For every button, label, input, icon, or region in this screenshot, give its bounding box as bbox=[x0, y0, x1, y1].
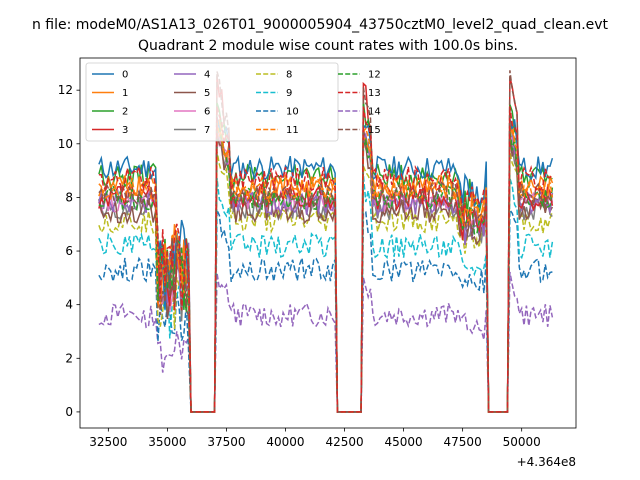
legend-label-0: 0 bbox=[122, 70, 128, 81]
legend-box bbox=[85, 62, 339, 142]
legend-label-12: 12 bbox=[368, 70, 381, 81]
legend-label-1: 1 bbox=[122, 88, 128, 99]
x-tick-label: 40000 bbox=[266, 435, 304, 449]
y-tick-label: 10 bbox=[58, 137, 73, 151]
legend-label-11: 11 bbox=[286, 125, 299, 136]
legend-label-9: 9 bbox=[286, 88, 292, 99]
series-line-12 bbox=[98, 127, 554, 413]
series-line-10 bbox=[98, 207, 553, 413]
x-tick-label: 47500 bbox=[444, 435, 482, 449]
legend-label-5: 5 bbox=[204, 88, 210, 99]
x-tick-label: 50000 bbox=[503, 435, 541, 449]
series-line-14 bbox=[98, 271, 554, 413]
y-tick-label: 8 bbox=[65, 190, 73, 204]
series-layer bbox=[98, 70, 554, 413]
y-tick-label: 2 bbox=[65, 351, 73, 365]
legend-label-3: 3 bbox=[122, 125, 128, 136]
series-line-3 bbox=[98, 75, 554, 413]
y-tick-label: 6 bbox=[65, 244, 73, 258]
legend-label-8: 8 bbox=[286, 70, 292, 81]
legend-label-15: 15 bbox=[368, 125, 381, 136]
legend-label-2: 2 bbox=[122, 107, 128, 118]
y-tick-label: 0 bbox=[65, 405, 73, 419]
legend-label-10: 10 bbox=[286, 107, 299, 118]
series-line-8 bbox=[98, 151, 554, 413]
y-tick-label: 12 bbox=[58, 83, 73, 97]
y-tick-label: 4 bbox=[65, 298, 73, 312]
x-tick-label: 45000 bbox=[384, 435, 422, 449]
legend-label-4: 4 bbox=[204, 70, 210, 81]
legend-label-14: 14 bbox=[368, 107, 381, 118]
legend-label-13: 13 bbox=[368, 88, 381, 99]
y-axis: 0 2 4 6 8 10 12 bbox=[58, 83, 80, 419]
figure-suptitle: n file: modeM0/AS1A13_026T01_9000005904_… bbox=[32, 17, 609, 33]
series-line-15 bbox=[98, 70, 553, 413]
plot-frame bbox=[79, 57, 577, 429]
x-tick-label: 32500 bbox=[89, 435, 127, 449]
series-line-0 bbox=[98, 116, 554, 413]
legend-label-7: 7 bbox=[204, 125, 210, 136]
legend-label-6: 6 bbox=[204, 107, 210, 118]
x-tick-label: 37500 bbox=[207, 435, 245, 449]
chart-title: Quadrant 2 module wise count rates with … bbox=[138, 38, 518, 54]
x-axis: 32500 35000 37500 40000 42500 45000 47500 50000 bbox=[89, 428, 541, 449]
x-tick-label: 42500 bbox=[325, 435, 363, 449]
x-tick-label: 35000 bbox=[148, 435, 186, 449]
x-offset-label: +4.364e8 bbox=[517, 455, 576, 469]
